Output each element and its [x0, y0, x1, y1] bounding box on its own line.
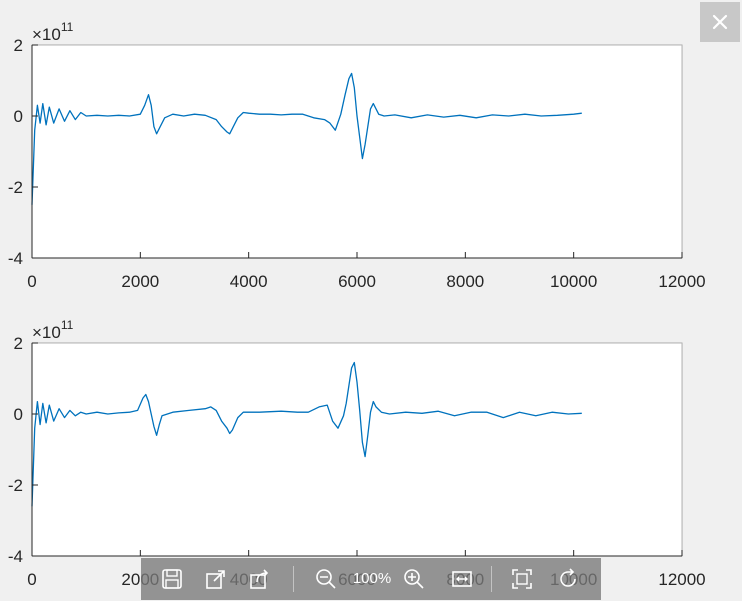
- fit-width-button[interactable]: [447, 564, 477, 594]
- y-tick-label: -2: [8, 178, 23, 197]
- series-line: [31, 72, 582, 205]
- exponent-label: ×1011: [32, 20, 74, 44]
- x-tick-label: 10000: [550, 272, 597, 291]
- y-tick-label: -2: [8, 476, 23, 495]
- y-tick-label: 0: [14, 405, 23, 424]
- share-icon: [250, 569, 269, 589]
- y-tick-label: -4: [8, 547, 23, 566]
- save-icon: [162, 569, 182, 589]
- zoom-out-icon: [316, 569, 336, 589]
- exponent-label: ×1011: [32, 318, 74, 342]
- subplot-top: 0 2000 4000 6000 8000 10000 12000 2 0 -2 -4 ×1011: [8, 20, 706, 291]
- series-line: [31, 361, 582, 507]
- open-external-icon: [206, 570, 225, 589]
- share-button[interactable]: [245, 564, 275, 594]
- close-button[interactable]: [700, 2, 740, 42]
- rotate-button[interactable]: [553, 564, 583, 594]
- plot-area-top: [31, 72, 582, 205]
- x-tick-label: 12000: [658, 570, 705, 589]
- y-tick-label: 2: [14, 334, 23, 353]
- zoom-in-button[interactable]: [399, 564, 429, 594]
- x-tick-label: 4000: [230, 272, 268, 291]
- y-tick-label: -4: [8, 249, 23, 268]
- rotate-icon: [560, 568, 576, 587]
- x-tick-label: 2000: [121, 272, 159, 291]
- x-tick-label: 6000: [338, 272, 376, 291]
- x-tick-label: 12000: [658, 272, 705, 291]
- zoom-level: 100%: [352, 570, 392, 587]
- toolbar-separator: [293, 566, 294, 592]
- axes-background: [32, 45, 682, 258]
- x-tick-label: 0: [27, 272, 36, 291]
- x-tick-label: 0: [27, 570, 36, 589]
- zoom-out-button[interactable]: [311, 564, 341, 594]
- x-tick-label: 8000: [446, 272, 484, 291]
- plot-area-bottom: [31, 361, 582, 507]
- fit-page-button[interactable]: [507, 564, 537, 594]
- ticks-top: 0 2000 4000 6000 8000 10000 12000 2 0 -2 -4: [8, 36, 706, 291]
- zoom-in-icon: [404, 569, 424, 589]
- fit-width-icon: [452, 571, 472, 587]
- close-icon: [712, 14, 728, 30]
- fit-page-icon: [512, 569, 532, 589]
- y-tick-label: 0: [14, 107, 23, 126]
- exponent-power: 11: [61, 20, 74, 34]
- open-external-button[interactable]: [201, 564, 231, 594]
- viewer-toolbar: 100%: [141, 558, 601, 600]
- y-tick-label: 2: [14, 36, 23, 55]
- exponent-power: 11: [61, 318, 74, 332]
- toolbar-separator: [491, 566, 492, 592]
- save-button[interactable]: [157, 564, 187, 594]
- axes-background: [32, 343, 682, 556]
